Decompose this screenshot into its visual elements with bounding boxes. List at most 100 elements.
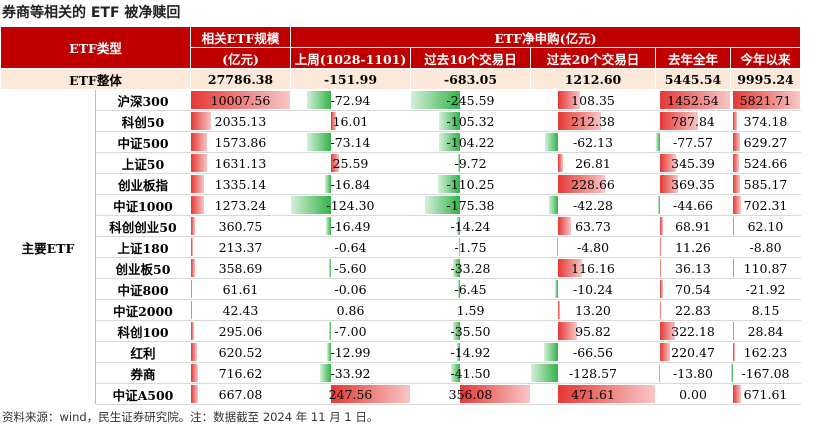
cell-text: -72.94 xyxy=(330,92,371,108)
data-bar xyxy=(657,196,660,214)
data-row: 创业板50 358.69 -5.60 -33.28 116.16 36.13 110.87 xyxy=(1,257,801,279)
cell: -167.08 xyxy=(730,362,801,384)
data-bar xyxy=(191,175,205,193)
cell: -77.57 xyxy=(655,131,731,153)
cell-text: -16.84 xyxy=(330,176,371,192)
cell: -7.00 xyxy=(290,320,411,342)
cell-text: -4.80 xyxy=(576,239,610,255)
cell-text: 1.59 xyxy=(456,302,485,318)
data-bar xyxy=(659,175,678,193)
cell-text: 1573.86 xyxy=(214,134,267,150)
cell-text: 356.08 xyxy=(448,386,493,402)
cell-text: 主要ETF xyxy=(21,240,75,256)
cell: 26.81 xyxy=(530,152,656,174)
data-bar xyxy=(307,133,331,151)
cell: 0.86 xyxy=(290,299,411,321)
cell-text: -9.72 xyxy=(454,155,487,171)
cell: 36.13 xyxy=(655,257,731,279)
cell-text: 25.59 xyxy=(332,155,369,171)
cell-text: -110.25 xyxy=(446,176,495,192)
cell-text: 322.18 xyxy=(671,323,715,339)
cell-text: 中证500 xyxy=(117,135,169,151)
cell: 524.66 xyxy=(730,152,801,174)
cell: -110.25 xyxy=(410,173,531,195)
cell: 上周(1028-1101) xyxy=(290,47,411,69)
cell-text: -104.22 xyxy=(446,134,495,150)
cell-text: 585.17 xyxy=(743,176,788,192)
cell-text: 62.10 xyxy=(747,218,784,234)
cell-text: 去年全年 xyxy=(667,51,718,67)
cell: -683.05 xyxy=(410,68,531,90)
cell-text: -105.32 xyxy=(446,113,495,129)
data-bar xyxy=(659,217,664,235)
data-bar xyxy=(531,364,558,382)
data-bar xyxy=(659,91,730,109)
data-row: 中证800 61.61 -0.06 -6.45 -10.24 70.54 -21.92 xyxy=(1,278,801,300)
cell: 108.35 xyxy=(530,89,656,111)
cell: 1212.60 xyxy=(530,68,656,90)
cell-text: 70.54 xyxy=(675,281,711,297)
cell-text: 42.43 xyxy=(222,302,259,318)
cell: 61.61 xyxy=(190,278,291,300)
cell: 1573.86 xyxy=(190,131,291,153)
cell: -16.84 xyxy=(290,173,411,195)
cell-text: 0.86 xyxy=(336,302,365,318)
cell-text: 相关ETF规模 xyxy=(201,30,280,46)
cell: 1335.14 xyxy=(190,173,291,195)
cell: 27786.38 xyxy=(190,68,291,90)
cell: 11.26 xyxy=(655,236,731,258)
data-row: 上证50 1631.13 25.59 -9.72 26.81 345.39 524.66 xyxy=(1,152,801,174)
cell-text: 创业板指 xyxy=(117,177,168,193)
cell-text: 沪深300 xyxy=(117,93,169,109)
cell-text: 1273.24 xyxy=(214,197,267,213)
cell: 8.15 xyxy=(730,299,801,321)
data-bar xyxy=(437,175,460,193)
cell-text: -44.66 xyxy=(672,197,713,213)
cell: -72.94 xyxy=(290,89,411,111)
cell-text: -7.00 xyxy=(334,323,367,339)
data-bar xyxy=(557,112,602,130)
cell: 110.87 xyxy=(730,257,801,279)
cell: -66.56 xyxy=(530,341,656,363)
cell: 322.18 xyxy=(655,320,731,342)
cell-text: 10007.56 xyxy=(210,92,271,108)
cell: 科创50 xyxy=(95,110,191,132)
data-row: 上证180 213.37 -0.64 -1.75 -4.80 11.26 -8.80 xyxy=(1,236,801,258)
cell-text: -62.13 xyxy=(572,134,613,150)
cell: 702.31 xyxy=(730,194,801,216)
data-bar xyxy=(191,217,195,235)
cell: 212.38 xyxy=(530,110,656,132)
cell: 过去10个交易日 xyxy=(410,47,531,69)
data-bar xyxy=(319,364,331,382)
cell: -105.32 xyxy=(410,110,531,132)
cell-text: -77.57 xyxy=(672,134,713,150)
data-bar xyxy=(659,322,676,340)
cell: -14.92 xyxy=(410,341,531,363)
cell: 16.01 xyxy=(290,110,411,132)
cell-text: 162.23 xyxy=(743,344,788,360)
cell-text: 16.01 xyxy=(332,113,369,129)
cell: 1631.13 xyxy=(190,152,291,174)
data-bar xyxy=(548,196,558,214)
data-bar xyxy=(543,343,558,361)
cell: 162.23 xyxy=(730,341,801,363)
header-row: (亿元) 上周(1028-1101) 过去10个交易日 过去20个交易日 去年全年 今年以… xyxy=(1,47,801,69)
cell-text: 702.31 xyxy=(743,197,788,213)
cell-text: 8.15 xyxy=(751,302,780,318)
cell: 356.08 xyxy=(410,383,531,405)
data-bar xyxy=(438,112,460,130)
data-bar xyxy=(330,112,336,130)
cell: -128.57 xyxy=(530,362,656,384)
cell-text: 247.56 xyxy=(328,386,373,402)
cell: -12.99 xyxy=(290,341,411,363)
cell-text: -175.38 xyxy=(446,197,495,213)
data-bar xyxy=(544,133,558,151)
data-bar xyxy=(731,364,733,382)
cell-text: 108.35 xyxy=(571,92,615,108)
data-bar xyxy=(659,154,677,172)
cell-text: 228.66 xyxy=(571,176,615,192)
cell-text: 9995.24 xyxy=(737,71,794,87)
data-bar xyxy=(659,280,664,298)
cell: 创业板50 xyxy=(95,257,191,279)
data-row: 中证1000 1273.24 -124.30 -175.38 -42.28 -44.66 7… xyxy=(1,194,801,216)
